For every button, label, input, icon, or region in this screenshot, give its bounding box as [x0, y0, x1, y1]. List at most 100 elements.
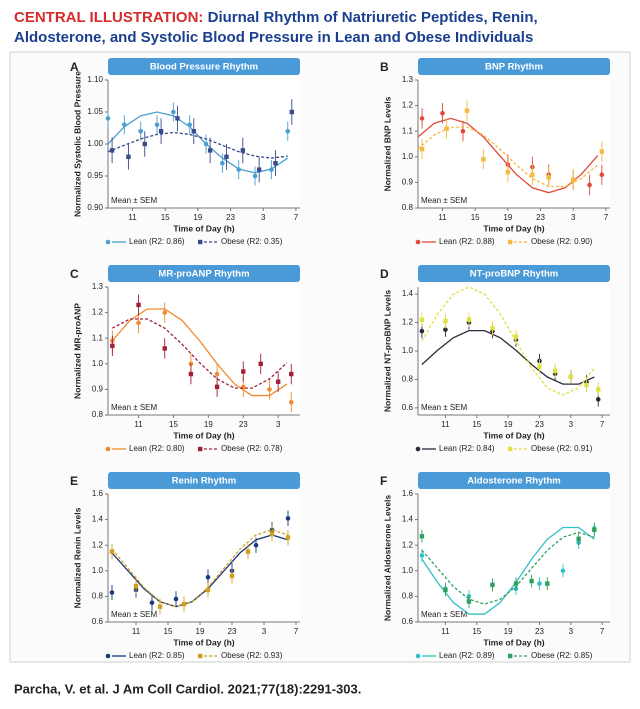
data-point [205, 574, 211, 580]
data-point [245, 549, 251, 554]
x-tick-label: 11 [438, 213, 447, 222]
data-point [154, 122, 160, 128]
legend-label: Obese (R2: 0.90) [531, 237, 593, 246]
data-point [162, 346, 167, 351]
y-tick-label: 0.8 [402, 203, 414, 212]
panel-title-bar [108, 58, 300, 75]
legend-marker [415, 239, 421, 245]
panel-title-bar [108, 265, 300, 282]
legend-label: Obese (R2: 0.85) [531, 651, 593, 660]
data-point [138, 128, 143, 134]
data-point [256, 167, 262, 172]
x-axis-label: Time of Day (h) [173, 430, 234, 440]
data-point [285, 128, 291, 134]
data-point [149, 600, 155, 606]
y-tick-label: 1.0 [402, 346, 414, 355]
x-axis-label: Time of Day (h) [483, 430, 544, 440]
data-point [269, 531, 275, 536]
fit-line [111, 529, 289, 608]
data-point [419, 328, 425, 334]
data-point [229, 573, 235, 579]
data-point [419, 317, 425, 322]
data-point [253, 542, 259, 548]
legend-label: Lean (R2: 0.85) [129, 651, 185, 660]
legend-marker [415, 653, 421, 659]
x-axis-label: Time of Day (h) [173, 637, 234, 647]
data-point [537, 581, 542, 586]
y-tick-label: 1.6 [92, 489, 104, 498]
y-tick-label: 1.6 [402, 489, 414, 498]
y-tick-label: 1.10 [87, 75, 103, 84]
data-point [142, 141, 147, 147]
x-tick-label: 15 [472, 420, 481, 429]
header-label: CENTRAL ILLUSTRATION: [14, 9, 203, 26]
x-tick-label: 23 [228, 627, 237, 636]
data-point [505, 169, 511, 175]
x-tick-label: 23 [536, 213, 545, 222]
data-point [568, 374, 574, 379]
y-axis-label: Normalized NT-proBNP Levels [382, 290, 392, 412]
data-point [584, 382, 589, 388]
data-point [269, 167, 274, 172]
plot-area [418, 80, 610, 208]
data-point [419, 146, 425, 152]
fit-line [111, 308, 288, 397]
panel-letter: D [380, 267, 389, 281]
data-point [288, 399, 294, 405]
y-tick-label: 1.2 [92, 308, 104, 317]
legend-marker [508, 653, 513, 659]
y-tick-label: 1.1 [92, 333, 104, 342]
y-tick-label: 1.2 [402, 540, 414, 549]
x-tick-label: 19 [193, 213, 202, 222]
y-tick-label: 0.9 [402, 178, 414, 187]
legend-marker [198, 446, 203, 452]
data-point [419, 116, 425, 121]
data-point [513, 581, 519, 586]
legend-label: Lean (R2: 0.80) [129, 444, 185, 453]
x-tick-label: 15 [161, 213, 170, 222]
x-tick-label: 19 [504, 420, 513, 429]
data-point [595, 397, 601, 402]
data-point [109, 590, 115, 595]
legend-label: Lean (R2: 0.88) [439, 237, 495, 246]
data-point [546, 175, 551, 180]
panel-title: Renin Rhythm [172, 476, 236, 487]
data-point [207, 148, 213, 153]
panel-title: Aldosterone Rhythm [467, 476, 560, 487]
data-point [267, 387, 272, 392]
x-tick-label: 7 [600, 420, 605, 429]
fit-line [421, 330, 595, 385]
x-tick-label: 15 [169, 420, 178, 429]
legend-label: Lean (R2: 0.84) [439, 444, 495, 453]
data-point [289, 371, 294, 377]
y-tick-label: 1.0 [92, 566, 104, 575]
y-tick-label: 1.00 [87, 139, 103, 148]
data-point [173, 596, 179, 602]
panel-title: BNP Rhythm [485, 62, 543, 73]
citation: Parcha, V. et al. J Am Coll Cardiol. 202… [14, 681, 361, 696]
header-title: Diurnal Rhythm of Natriuretic Peptides, … [208, 9, 538, 26]
x-tick-label: 19 [504, 627, 513, 636]
data-point [126, 154, 131, 159]
x-tick-label: 3 [571, 213, 576, 222]
data-point [490, 582, 495, 588]
y-tick-label: 0.8 [402, 375, 414, 384]
data-point [537, 364, 542, 369]
panel-letter: A [70, 60, 79, 74]
data-point [443, 587, 448, 593]
data-point [105, 116, 111, 121]
x-tick-label: 15 [471, 213, 480, 222]
x-tick-label: 7 [604, 213, 609, 222]
header-line-1: CENTRAL ILLUSTRATION: Diurnal Rhythm of … [14, 9, 538, 26]
data-point [205, 587, 211, 593]
x-tick-label: 11 [441, 420, 450, 429]
y-tick-label: 0.6 [402, 403, 414, 412]
x-tick-label: 11 [132, 627, 141, 636]
legend-marker [105, 446, 111, 452]
fit-line [107, 111, 289, 174]
data-point [109, 148, 115, 153]
data-point [187, 122, 193, 128]
data-point [466, 599, 472, 604]
fit-line [112, 318, 288, 389]
x-tick-label: 3 [262, 627, 267, 636]
